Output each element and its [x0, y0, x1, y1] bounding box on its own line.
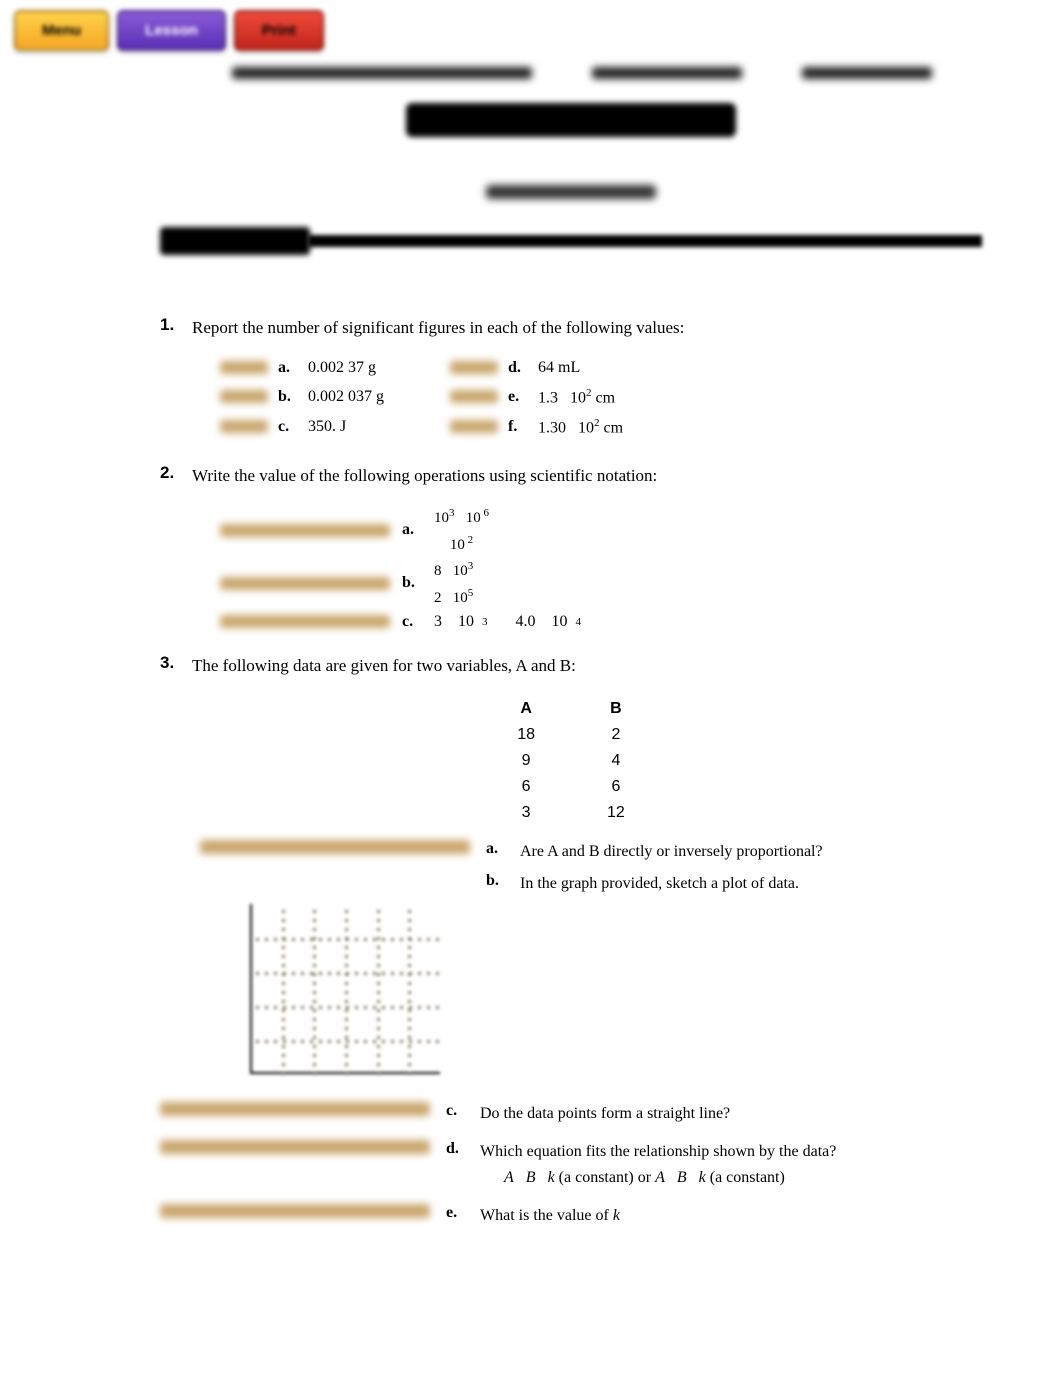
q1-e: e. 1.3 102 cm — [450, 387, 680, 407]
q1-prompt: Report the number of significant figures… — [192, 315, 684, 341]
graph-box — [250, 904, 440, 1074]
q2-b: b. 8 103 2 105 — [220, 560, 982, 607]
q1-d: d. 64 mL — [450, 359, 680, 377]
q2-items: a. 103 10 6 10 2 b. 8 103 2 105 c. 3 — [220, 507, 982, 631]
q2-a: a. 103 10 6 10 2 — [220, 507, 982, 554]
q2-a-letter: a. — [402, 521, 422, 539]
q3-prompt: The following data are given for two var… — [192, 653, 576, 679]
table-header-b: B — [571, 696, 661, 722]
table-row: 312 — [481, 800, 661, 826]
answer-blur — [160, 1102, 430, 1116]
answer-blur — [220, 615, 390, 628]
q3-c-letter: c. — [446, 1102, 466, 1120]
q1-a: a. 0.002 37 g — [220, 359, 450, 377]
q3-d: d. Which equation fits the relationship … — [160, 1140, 982, 1190]
q3-graph-area — [250, 904, 982, 1074]
table-row: 66 — [481, 774, 661, 800]
q3-d-text: Which equation fits the relationship sho… — [480, 1140, 836, 1190]
question-1: 1. Report the number of significant figu… — [160, 315, 982, 341]
q2-prompt: Write the value of the following operati… — [192, 463, 657, 489]
table-header-row: A B — [481, 696, 661, 722]
q2-number: 2. — [160, 463, 192, 489]
questions-area: 1. Report the number of significant figu… — [160, 315, 982, 1228]
print-button[interactable]: Print — [234, 10, 324, 51]
q3-b-letter: b. — [486, 872, 506, 890]
breadcrumb-blur-2 — [592, 67, 742, 79]
q1-f: f. 1.30 102 cm — [450, 417, 680, 437]
q3-c: c. Do the data points form a straight li… — [160, 1102, 982, 1126]
breadcrumb-blur-1 — [232, 67, 532, 79]
q1-c-value: 350. J — [308, 418, 346, 436]
table-row: 94 — [481, 748, 661, 774]
answer-blur — [160, 1204, 430, 1218]
q1-e-value: 1.3 102 cm — [538, 387, 615, 407]
q3-number: 3. — [160, 653, 192, 679]
q1-b-letter: b. — [278, 388, 298, 406]
breadcrumb-blur-3 — [802, 67, 932, 79]
q2-c-expression: 3 103 4.0 104 — [434, 613, 581, 631]
section-label-blur — [160, 227, 310, 255]
q1-number: 1. — [160, 315, 192, 341]
table-row: 182 — [481, 722, 661, 748]
answer-blur — [220, 420, 268, 433]
table-header-a: A — [481, 696, 571, 722]
q3-data-table: A B 182 94 66 312 — [481, 696, 661, 826]
q1-f-letter: f. — [508, 418, 528, 436]
q1-d-value: 64 mL — [538, 359, 580, 377]
q2-b-expression: 8 103 2 105 — [434, 560, 473, 607]
q3-a: a. Are A and B directly or inversely pro… — [200, 840, 982, 864]
answer-blur — [450, 390, 498, 403]
q3-e: e. What is the value of k — [160, 1204, 982, 1228]
answer-blur — [220, 390, 268, 403]
q1-items: a. 0.002 37 g d. 64 mL b. 0.002 037 g e.… — [220, 359, 982, 438]
answer-blur — [220, 361, 268, 374]
title-blur — [406, 103, 736, 137]
subtitle-blur — [486, 185, 656, 199]
graph-grid-dots — [250, 904, 440, 1074]
page-content: 1. Report the number of significant figu… — [0, 103, 1062, 1228]
answer-blur — [220, 577, 390, 590]
q1-e-letter: e. — [508, 388, 528, 406]
answer-blur — [450, 361, 498, 374]
section-header — [160, 227, 982, 255]
question-3: 3. The following data are given for two … — [160, 653, 982, 679]
q3-d-equation: A B k (a constant) or A B k (a constant) — [504, 1166, 836, 1190]
answer-blur — [220, 524, 390, 537]
q2-c: c. 3 103 4.0 104 — [220, 613, 982, 631]
q3-bottom-subs: c. Do the data points form a straight li… — [160, 1102, 982, 1228]
q2-a-expression: 103 10 6 10 2 — [434, 507, 489, 554]
q2-c-letter: c. — [402, 613, 422, 631]
menu-button[interactable]: Menu — [14, 10, 109, 51]
question-2: 2. Write the value of the following oper… — [160, 463, 982, 489]
q2-b-letter: b. — [402, 574, 422, 592]
answer-blur — [200, 840, 470, 854]
q3-d-letter: d. — [446, 1140, 466, 1158]
q3-e-letter: e. — [446, 1204, 466, 1222]
q3-e-text: What is the value of k — [480, 1204, 620, 1228]
q3-a-text: Are A and B directly or inversely propor… — [520, 840, 823, 864]
q1-b-value: 0.002 037 g — [308, 388, 384, 406]
q3-b: b. In the graph provided, sketch a plot … — [200, 872, 982, 896]
lesson-button[interactable]: Lesson — [117, 10, 226, 51]
q1-f-value: 1.30 102 cm — [538, 417, 623, 437]
q1-d-letter: d. — [508, 359, 528, 377]
q3-subquestions: a. Are A and B directly or inversely pro… — [200, 840, 982, 896]
q3-a-letter: a. — [486, 840, 506, 858]
breadcrumb-area — [0, 61, 1062, 79]
section-line-blur — [308, 235, 982, 247]
q1-a-value: 0.002 37 g — [308, 359, 376, 377]
answer-blur — [160, 1140, 430, 1154]
top-button-bar: Menu Lesson Print — [0, 0, 1062, 61]
q1-a-letter: a. — [278, 359, 298, 377]
q1-b: b. 0.002 037 g — [220, 387, 450, 407]
q1-c: c. 350. J — [220, 417, 450, 437]
answer-blur — [450, 420, 498, 433]
q3-c-text: Do the data points form a straight line? — [480, 1102, 730, 1126]
q3-b-text: In the graph provided, sketch a plot of … — [520, 872, 799, 896]
q1-c-letter: c. — [278, 418, 298, 436]
